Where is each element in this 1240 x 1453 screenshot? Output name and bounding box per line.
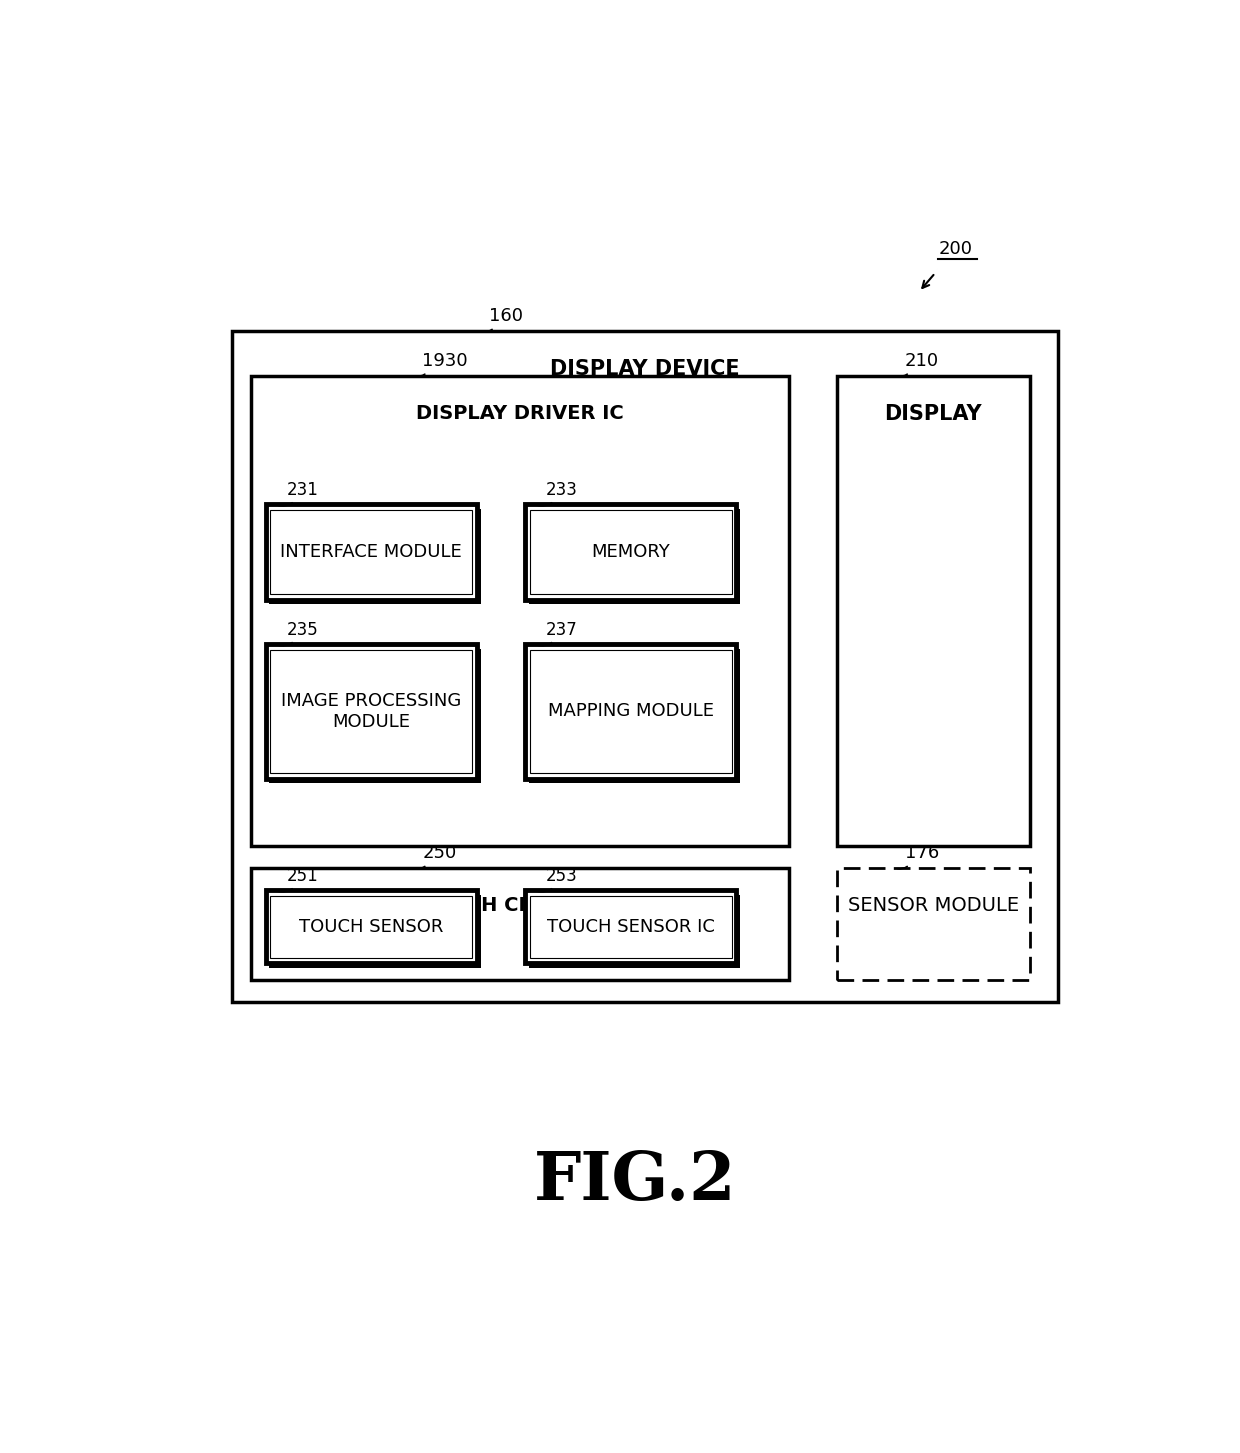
Text: DISPLAY DEVICE: DISPLAY DEVICE: [551, 359, 740, 379]
Text: FIG.2: FIG.2: [534, 1149, 737, 1213]
Bar: [269, 895, 481, 968]
Bar: [529, 510, 732, 594]
Bar: [270, 649, 472, 773]
Text: 160: 160: [490, 308, 523, 325]
Bar: [269, 648, 481, 783]
Bar: [529, 649, 732, 773]
Text: INTERFACE MODULE: INTERFACE MODULE: [280, 543, 463, 561]
Bar: [265, 504, 477, 600]
Bar: [525, 504, 737, 600]
Text: 237: 237: [546, 620, 578, 639]
Text: 250: 250: [422, 844, 456, 863]
Text: TOUCH SENSOR: TOUCH SENSOR: [299, 918, 444, 936]
Bar: [269, 509, 481, 604]
Text: SENSOR MODULE: SENSOR MODULE: [848, 897, 1019, 915]
Bar: [232, 331, 1059, 1003]
Text: 233: 233: [546, 481, 578, 498]
Text: MAPPING MODULE: MAPPING MODULE: [548, 702, 714, 721]
Bar: [525, 891, 737, 963]
Bar: [250, 376, 790, 846]
Bar: [525, 644, 737, 779]
Text: DISPLAY: DISPLAY: [884, 404, 982, 424]
Bar: [270, 897, 472, 958]
Bar: [528, 509, 740, 604]
Text: MEMORY: MEMORY: [591, 543, 670, 561]
Text: 200: 200: [939, 240, 972, 259]
Text: 231: 231: [286, 481, 319, 498]
Text: TOUCH CIRCUITRY: TOUCH CIRCUITRY: [422, 897, 619, 915]
Bar: [837, 376, 1029, 846]
Bar: [837, 867, 1029, 979]
Text: TOUCH SENSOR IC: TOUCH SENSOR IC: [547, 918, 714, 936]
Text: IMAGE PROCESSING
MODULE: IMAGE PROCESSING MODULE: [281, 692, 461, 731]
Text: 176: 176: [905, 844, 939, 863]
Bar: [528, 648, 740, 783]
Bar: [529, 897, 732, 958]
Bar: [528, 895, 740, 968]
Bar: [265, 891, 477, 963]
Bar: [250, 867, 790, 979]
Text: DISPLAY DRIVER IC: DISPLAY DRIVER IC: [417, 404, 624, 423]
Text: 253: 253: [546, 867, 578, 885]
Text: 210: 210: [905, 352, 939, 371]
Bar: [265, 644, 477, 779]
Bar: [270, 510, 472, 594]
Text: 235: 235: [286, 620, 319, 639]
Text: 251: 251: [286, 867, 319, 885]
Text: 1930: 1930: [422, 352, 467, 371]
